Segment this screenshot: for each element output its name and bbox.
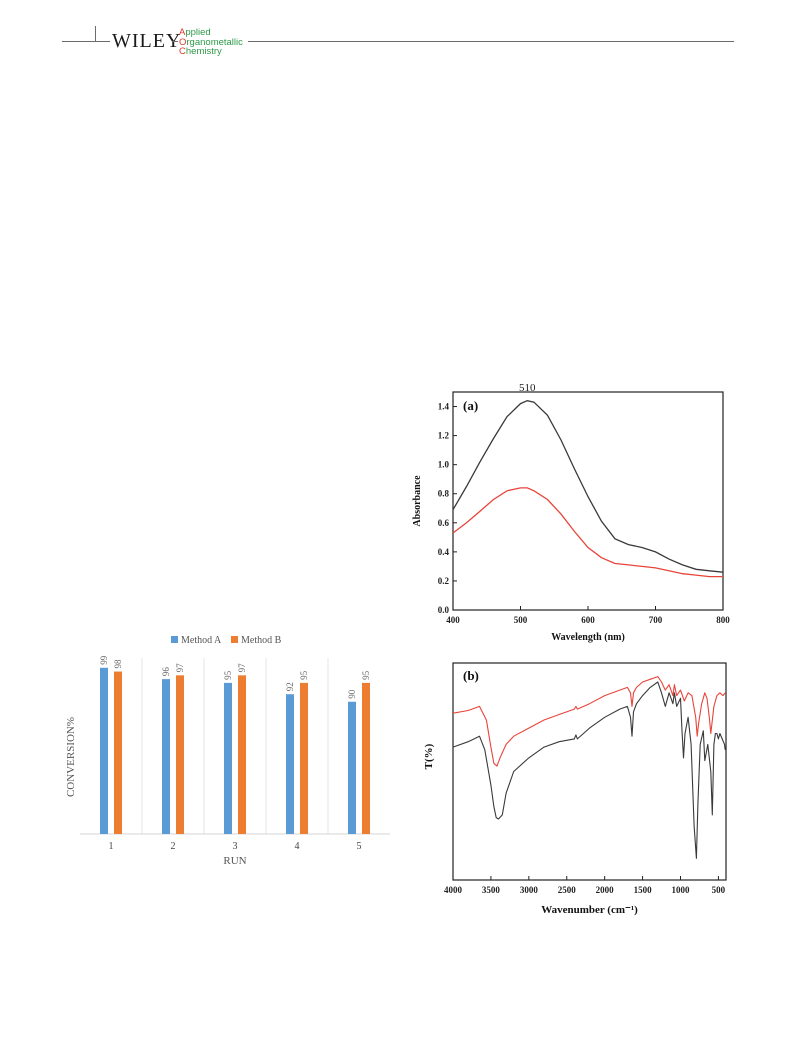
x-axis-title: Wavelength (nm) (551, 632, 625, 643)
spectrum-trace-red (452, 676, 726, 767)
panel-label: (a) (463, 398, 478, 413)
bar-method-b-run-3 (238, 675, 246, 834)
y-tick-label: 1.2 (438, 431, 450, 441)
spectrum-trace-red (452, 487, 723, 578)
spectrum-trace-black (452, 681, 726, 859)
x-tick-label: 500 (514, 615, 528, 625)
bar-method-a-run-5 (348, 701, 356, 834)
header-rule-right (248, 41, 734, 42)
data-label: 97 (175, 663, 185, 673)
data-label: 95 (223, 670, 233, 680)
x-tick-label: 400 (446, 615, 460, 625)
x-tick-label: 4 (295, 841, 300, 852)
header-rule-left (62, 41, 110, 42)
legend-label-method-a: Method A (181, 635, 222, 646)
y-tick-label: 0.0 (438, 605, 450, 615)
y-tick-label: 0.6 (438, 518, 450, 528)
plot-frame (452, 662, 727, 881)
bar-method-b-run-4 (300, 682, 308, 834)
x-axis-title: RUN (223, 855, 246, 867)
spectrum-trace-black (452, 400, 724, 573)
data-label: 92 (285, 682, 295, 691)
y-tick-label: 0.8 (438, 489, 450, 499)
journal-line-2: Organometallic (179, 36, 243, 48)
x-tick-label: 800 (716, 615, 730, 625)
bar-method-b-run-1 (114, 671, 122, 834)
x-tick-label: 1500 (634, 885, 653, 895)
data-label: 95 (299, 670, 309, 680)
peak-annotation: 510 (519, 382, 536, 394)
data-label: 97 (237, 663, 247, 673)
x-tick-label: 3000 (520, 885, 539, 895)
ftir-spectrum-chart: 4000 3500 3000 2500 2000 1500 1000 500 (b) Wavenu… (423, 662, 727, 916)
y-tick-label: 1.4 (438, 402, 450, 412)
x-tick-label: 700 (649, 615, 663, 625)
bar-method-a-run-4 (286, 694, 294, 834)
panel-label: (b) (463, 668, 479, 683)
x-tick-label: 2 (171, 841, 176, 852)
legend-swatch-method-a (171, 636, 178, 643)
x-axis-title: Wavenumber (cm⁻¹) (541, 904, 638, 916)
data-label: 96 (161, 667, 171, 677)
plot-frame (452, 391, 724, 611)
y-axis-title: Absorbance (412, 475, 423, 527)
bar-method-a-run-2 (162, 679, 170, 834)
journal-line-3: Chemistry (179, 46, 222, 57)
bar-method-b-run-2 (176, 675, 184, 834)
header-tick (95, 26, 96, 42)
conversion-bar-chart: Method A Method B 99 98 1 96 97 2 95 97 3 92 95 4 90 95… (65, 635, 390, 867)
y-tick-label: 0.2 (438, 576, 450, 586)
data-label: 95 (361, 670, 371, 680)
x-tick-label: 500 (712, 885, 726, 895)
bar-method-b-run-5 (362, 682, 370, 834)
x-tick-label: 600 (581, 615, 595, 625)
publisher-logo: WILEY (112, 30, 182, 52)
journal-line-1: Applied (179, 27, 211, 38)
x-tick-label: 2000 (596, 885, 615, 895)
x-tick-label: 2500 (558, 885, 577, 895)
header-rule-mid (172, 41, 178, 42)
bar-method-a-run-1 (100, 667, 108, 834)
y-axis-title: T(%) (423, 743, 435, 769)
data-label: 98 (113, 659, 123, 669)
x-tick-label: 3500 (482, 885, 501, 895)
uv-vis-spectrum-chart: 400 500 600 700 800 0.0 0.2 0.4 0.6 0.8 1.0 1.2 1.4 (… (412, 382, 730, 643)
data-label: 90 (347, 689, 357, 699)
data-label: 99 (99, 655, 109, 665)
y-tick-label: 0.4 (438, 547, 450, 557)
x-tick-label: 1000 (672, 885, 691, 895)
x-tick-label: 1 (109, 841, 114, 852)
legend-label-method-b: Method B (241, 635, 282, 646)
bar-method-a-run-3 (224, 682, 232, 834)
x-tick-label: 4000 (444, 885, 463, 895)
legend-swatch-method-b (231, 636, 238, 643)
y-tick-label: 1.0 (438, 460, 450, 470)
journal-logo: Applied Organometallic Chemistry (179, 28, 243, 57)
x-tick-label: 3 (233, 841, 238, 852)
y-axis-title: CONVERSION% (65, 717, 77, 797)
x-tick-label: 5 (357, 841, 362, 852)
chart-legend: Method A Method B (171, 635, 282, 646)
